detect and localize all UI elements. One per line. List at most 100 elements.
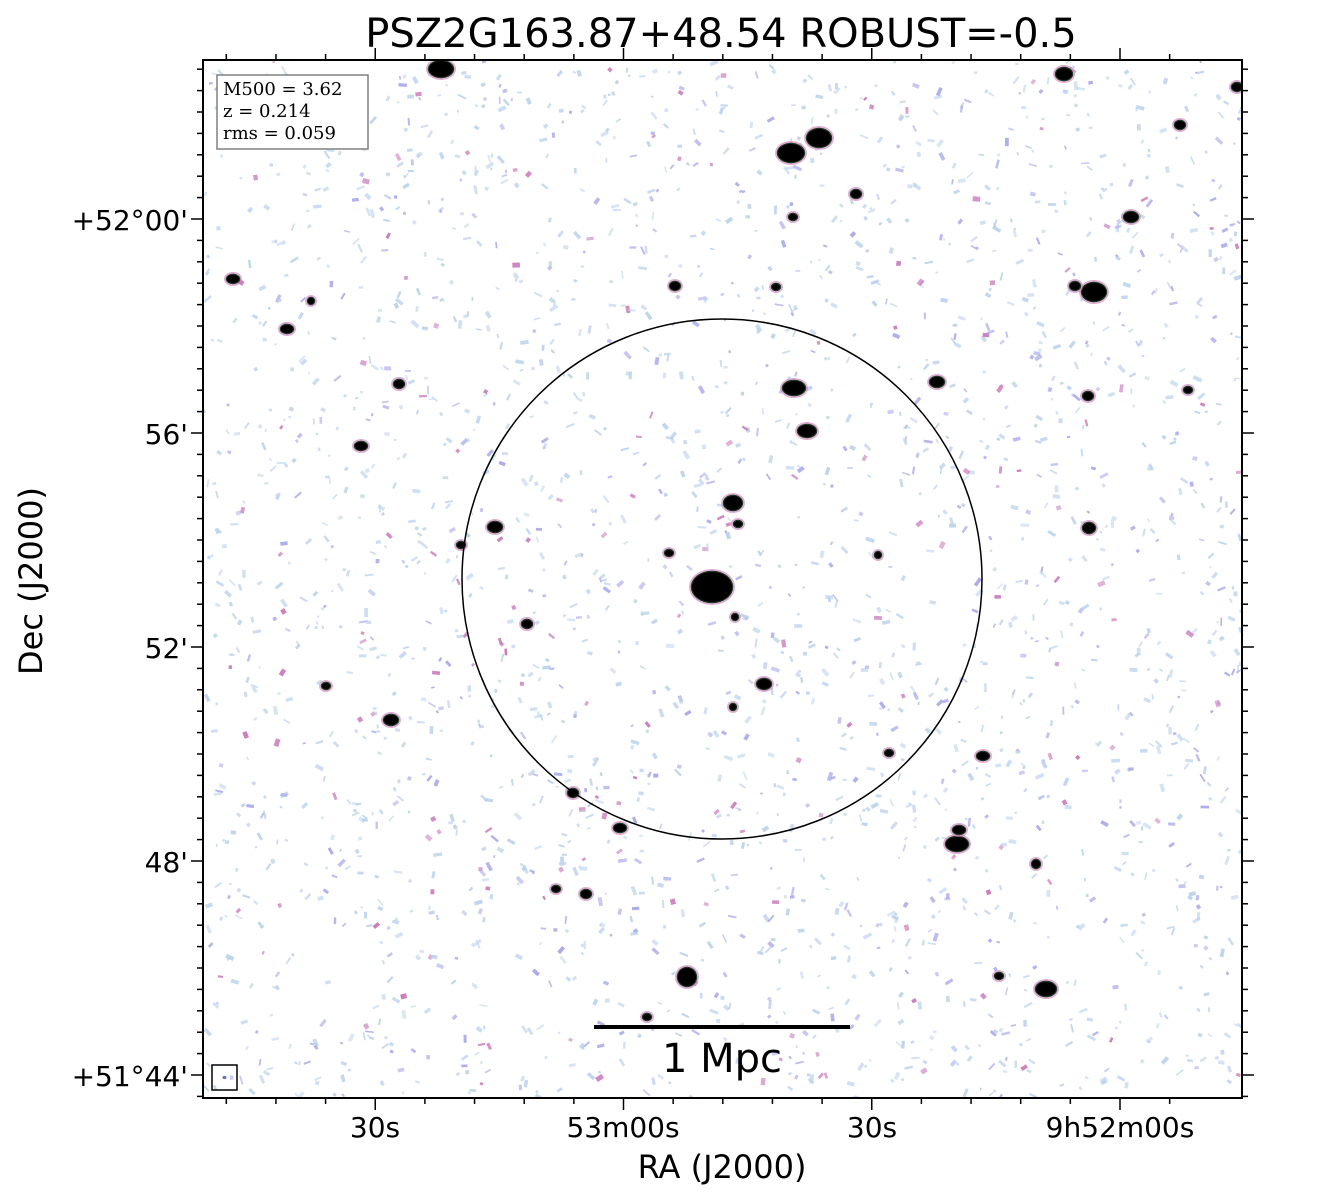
noise-speck	[237, 619, 243, 626]
noise-speck	[581, 104, 587, 110]
noise-speck	[921, 939, 925, 946]
noise-speck	[878, 922, 884, 927]
noise-speck	[230, 978, 240, 985]
noise-speck	[297, 311, 304, 320]
noise-speck	[693, 543, 702, 550]
noise-speck	[564, 915, 568, 924]
noise-speck	[548, 632, 555, 640]
noise-speck	[510, 778, 514, 786]
noise-speck	[449, 813, 455, 823]
noise-speck	[269, 465, 277, 473]
noise-speck	[697, 385, 706, 395]
noise-speck	[966, 171, 974, 179]
noise-speck	[258, 1058, 262, 1066]
noise-speck	[445, 83, 449, 87]
noise-speck	[911, 997, 918, 1004]
noise-speck	[676, 628, 684, 635]
noise-speck	[499, 641, 505, 647]
noise-speck	[989, 280, 996, 286]
noise-speck	[1028, 1058, 1036, 1065]
noise-speck	[1179, 680, 1186, 683]
noise-layer	[203, 60, 1242, 1098]
noise-speck	[975, 246, 979, 251]
noise-speck	[243, 422, 250, 430]
noise-speck	[702, 547, 709, 552]
noise-speck	[938, 151, 946, 161]
noise-speck	[696, 857, 705, 863]
noise-speck	[950, 854, 957, 860]
noise-speck	[897, 707, 904, 714]
noise-speck	[685, 161, 691, 167]
noise-speck	[774, 303, 784, 307]
noise-speck	[841, 732, 847, 738]
radio-source	[552, 886, 560, 892]
noise-speck	[1195, 754, 1201, 762]
noise-speck	[550, 349, 555, 354]
noise-speck	[802, 651, 808, 657]
noise-speck	[328, 730, 335, 738]
noise-speck	[265, 863, 272, 871]
noise-speck	[270, 858, 276, 865]
noise-speck	[709, 162, 714, 167]
noise-speck	[439, 208, 443, 214]
noise-speck	[315, 432, 319, 436]
noise-speck	[584, 788, 588, 793]
noise-speck	[786, 422, 791, 429]
noise-speck	[288, 561, 291, 565]
noise-speck	[818, 812, 824, 818]
noise-speck	[741, 457, 746, 462]
noise-speck	[1034, 772, 1045, 780]
noise-speck	[782, 166, 791, 175]
noise-speck	[354, 729, 359, 734]
noise-speck	[832, 652, 839, 660]
noise-speck	[809, 328, 817, 336]
noise-speck	[339, 848, 343, 853]
noise-speck	[562, 574, 567, 580]
noise-speck	[971, 608, 979, 614]
noise-speck	[548, 980, 553, 988]
noise-speck	[887, 409, 894, 415]
noise-speck	[633, 598, 638, 604]
noise-speck	[1080, 603, 1090, 611]
info-redshift: z = 0.214	[223, 101, 311, 122]
noise-speck	[902, 437, 908, 446]
noise-speck	[268, 408, 273, 412]
noise-speck	[911, 804, 917, 813]
radio-source	[308, 298, 314, 304]
noise-speck	[464, 408, 471, 414]
noise-speck	[206, 1062, 211, 1067]
noise-speck	[730, 281, 735, 285]
noise-speck	[647, 782, 651, 786]
noise-speck	[734, 630, 740, 637]
noise-speck	[760, 792, 763, 795]
noise-speck	[676, 187, 681, 192]
noise-speck	[761, 699, 767, 704]
noise-speck	[830, 956, 837, 961]
noise-speck	[1010, 504, 1019, 511]
noise-speck	[677, 144, 683, 148]
radio-source	[670, 282, 680, 290]
noise-speck	[274, 239, 278, 244]
noise-speck	[952, 323, 958, 327]
noise-speck	[1041, 117, 1045, 121]
noise-speck	[1211, 571, 1219, 579]
noise-speck	[210, 554, 214, 558]
beam-ellipse	[222, 1075, 227, 1080]
noise-speck	[1024, 579, 1029, 585]
noise-speck	[1224, 855, 1230, 866]
noise-speck	[398, 75, 402, 80]
noise-speck	[551, 132, 556, 138]
noise-speck	[678, 371, 684, 380]
source-layer	[224, 60, 1242, 1023]
noise-speck	[998, 1027, 1004, 1033]
noise-speck	[890, 90, 896, 96]
noise-speck	[547, 265, 553, 271]
noise-speck	[230, 830, 237, 835]
noise-speck	[1014, 811, 1018, 814]
noise-speck	[207, 555, 211, 560]
noise-speck	[1208, 1007, 1210, 1012]
noise-speck	[871, 300, 878, 307]
noise-speck	[939, 234, 943, 241]
noise-speck	[396, 161, 404, 168]
noise-speck	[438, 151, 445, 160]
